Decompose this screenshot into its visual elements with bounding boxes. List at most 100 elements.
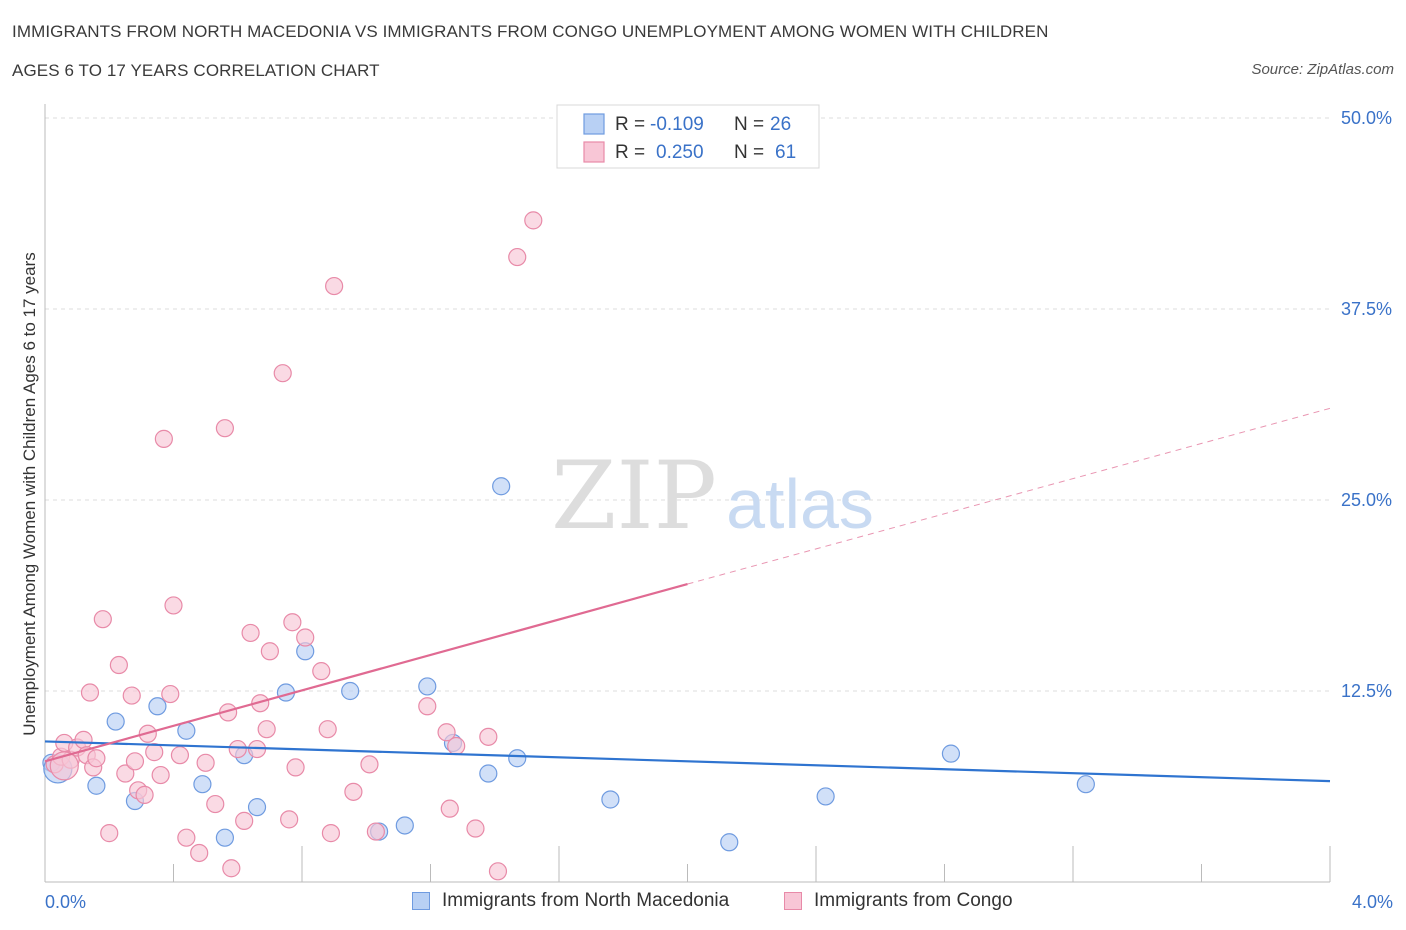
legend-n-label-1: N = bbox=[734, 114, 764, 135]
point-congo bbox=[161, 684, 180, 704]
series-legend: Immigrants from North Macedonia Immigran… bbox=[0, 890, 1406, 914]
legend-r-value-2: 0.250 bbox=[656, 142, 704, 163]
point-macedonia bbox=[148, 697, 167, 716]
legend-r-label-1: R = bbox=[615, 114, 645, 135]
point-congo bbox=[145, 743, 164, 762]
legend-n-value-2: 61 bbox=[775, 142, 796, 163]
point-macedonia bbox=[479, 764, 498, 783]
point-congo bbox=[273, 364, 292, 383]
y-axis-label-group: Unemployment Among Women with Children A… bbox=[20, 252, 39, 736]
point-congo bbox=[196, 753, 215, 772]
point-congo bbox=[440, 799, 459, 818]
point-congo bbox=[360, 755, 379, 774]
point-congo bbox=[488, 862, 508, 881]
point-congo bbox=[524, 211, 543, 230]
series-swatch-macedonia bbox=[412, 892, 430, 910]
point-congo bbox=[151, 765, 170, 785]
point-congo bbox=[366, 822, 385, 841]
point-congo bbox=[312, 662, 331, 681]
point-congo bbox=[177, 828, 196, 847]
point-macedonia bbox=[418, 677, 437, 696]
point-congo bbox=[479, 727, 498, 746]
point-congo bbox=[344, 782, 363, 801]
watermark-zip: ZIP bbox=[551, 442, 717, 551]
point-congo bbox=[74, 730, 93, 749]
point-macedonia bbox=[492, 477, 511, 496]
legend-n-value-1: 26 bbox=[770, 114, 791, 135]
axes bbox=[44, 104, 1331, 883]
chart-title-line1: IMMIGRANTS FROM NORTH MACEDONIA VS IMMIG… bbox=[12, 22, 1049, 41]
point-congo bbox=[125, 752, 145, 771]
series-swatch-congo bbox=[784, 892, 802, 910]
point-congo bbox=[100, 824, 119, 843]
legend-r-label-2: R = bbox=[615, 142, 645, 163]
legend-swatch-congo bbox=[583, 141, 605, 163]
point-congo bbox=[154, 429, 173, 448]
trend-line-congo-extension bbox=[687, 407, 1331, 585]
legend-n-label-2: N = bbox=[734, 142, 764, 163]
series-legend-macedonia: Immigrants from North Macedonia bbox=[412, 890, 729, 912]
point-congo bbox=[222, 859, 241, 878]
y-tick-label: 25.0% bbox=[1341, 490, 1392, 510]
point-congo bbox=[87, 749, 106, 768]
legend-swatch-macedonia bbox=[583, 113, 605, 135]
point-congo bbox=[109, 655, 128, 675]
legend-r-value-1: -0.109 bbox=[650, 114, 704, 135]
point-macedonia bbox=[193, 775, 212, 794]
point-congo bbox=[228, 739, 247, 759]
point-congo bbox=[466, 819, 485, 838]
point-congo bbox=[447, 736, 466, 756]
point-macedonia bbox=[247, 798, 267, 817]
trend-lines bbox=[44, 407, 1331, 783]
trend-line-macedonia bbox=[44, 740, 1331, 783]
x-tick-label-max: 4.0% bbox=[1352, 892, 1393, 912]
point-congo bbox=[318, 720, 337, 739]
point-congo bbox=[164, 596, 183, 615]
point-congo bbox=[80, 683, 100, 702]
point-macedonia bbox=[1076, 775, 1095, 794]
source-credit: Source: ZipAtlas.com bbox=[1251, 61, 1394, 78]
point-congo bbox=[296, 628, 315, 647]
stats-legend: R = -0.109 N = 26 R = 0.250 N = 61 bbox=[556, 104, 820, 169]
point-congo bbox=[257, 720, 276, 739]
point-congo bbox=[418, 697, 437, 716]
tick-labels: 12.5% 25.0% 37.5% 50.0% 0.0% 4.0% bbox=[45, 108, 1393, 912]
point-macedonia bbox=[395, 816, 414, 835]
point-congo bbox=[235, 811, 254, 830]
point-congo bbox=[190, 843, 209, 863]
point-congo bbox=[260, 642, 279, 661]
point-macedonia bbox=[816, 787, 835, 806]
point-congo bbox=[325, 276, 344, 296]
point-macedonia bbox=[601, 790, 620, 809]
point-congo bbox=[280, 810, 299, 829]
grid-lines bbox=[45, 117, 1330, 692]
point-congo bbox=[241, 623, 260, 643]
point-congo bbox=[206, 794, 225, 814]
point-macedonia bbox=[87, 776, 106, 795]
point-congo bbox=[116, 764, 135, 783]
series-label-macedonia: Immigrants from North Macedonia bbox=[442, 890, 730, 911]
point-congo bbox=[122, 686, 141, 705]
point-macedonia bbox=[106, 712, 125, 731]
trend-line-congo bbox=[44, 582, 688, 763]
series-legend-congo: Immigrants from Congo bbox=[784, 890, 1013, 912]
y-tick-label: 12.5% bbox=[1341, 681, 1392, 701]
point-macedonia bbox=[941, 744, 961, 763]
x-tick-label-min: 0.0% bbox=[45, 892, 86, 912]
watermark: ZIP atlas bbox=[551, 442, 874, 551]
point-congo bbox=[170, 746, 190, 765]
point-macedonia bbox=[341, 681, 360, 701]
y-tick-label: 37.5% bbox=[1341, 299, 1392, 319]
point-congo bbox=[93, 610, 112, 629]
point-congo bbox=[321, 824, 341, 843]
y-tick-label: 50.0% bbox=[1341, 108, 1392, 128]
y-axis-label: Unemployment Among Women with Children A… bbox=[20, 252, 39, 736]
point-macedonia bbox=[720, 833, 739, 852]
point-macedonia bbox=[215, 828, 234, 847]
point-congo bbox=[437, 723, 456, 742]
point-macedonia bbox=[508, 749, 527, 768]
point-congo bbox=[215, 419, 234, 438]
series-label-congo: Immigrants from Congo bbox=[814, 890, 1013, 911]
point-congo bbox=[135, 785, 154, 805]
